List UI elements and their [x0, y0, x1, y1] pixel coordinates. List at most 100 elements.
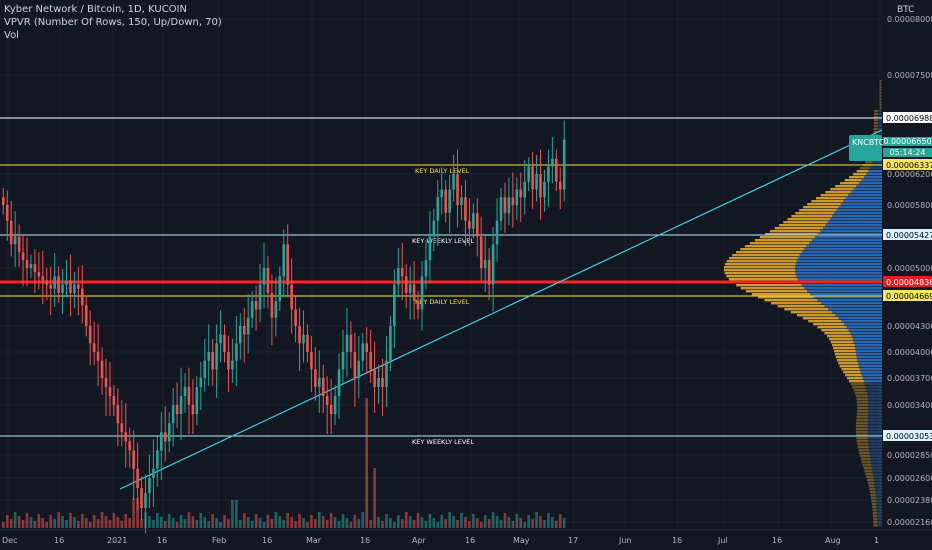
vp-bar-down: [732, 254, 800, 257]
volume-bar: [53, 519, 56, 528]
vp-bar-down: [817, 326, 847, 329]
candle-body: [416, 301, 420, 310]
vp-bar-down: [879, 101, 881, 104]
vp-bar-down: [857, 446, 869, 449]
vp-bar-up: [867, 419, 882, 422]
volume-bar: [408, 516, 412, 528]
vp-bar-down: [740, 287, 805, 290]
candle-body: [397, 268, 400, 285]
vp-bar-up: [832, 215, 882, 218]
volume-bar: [515, 514, 519, 528]
vp-bar-down: [835, 185, 857, 188]
vp-bar-up: [861, 374, 882, 377]
volume-bar: [424, 521, 428, 528]
vp-bar-up: [795, 266, 882, 269]
candle-body: [329, 405, 333, 415]
vp-bar-down: [765, 233, 818, 236]
vp-bar-down: [854, 392, 868, 395]
candle-body: [523, 181, 526, 198]
candle-body: [503, 197, 507, 213]
candle-body: [195, 387, 199, 415]
volume-bar: [235, 500, 238, 528]
vp-bar-up: [877, 122, 882, 125]
vp-bar-down: [873, 521, 878, 524]
vp-bar-up: [867, 437, 882, 440]
candle-body: [223, 334, 226, 352]
vp-bar-down: [879, 104, 881, 107]
volume-bar: [120, 521, 124, 528]
candle-body: [37, 272, 41, 277]
vp-bar-up: [850, 191, 882, 194]
volume-bar: [432, 518, 436, 528]
vp-bar-down: [829, 338, 853, 341]
vp-bar-down: [802, 317, 839, 320]
vp-bar-down: [803, 206, 839, 209]
candle-body: [258, 284, 262, 310]
volume-bar: [223, 515, 226, 528]
x-tick-label: 16: [157, 536, 167, 545]
vp-bar-down: [879, 80, 881, 83]
vp-bar-up: [824, 305, 882, 308]
vpvr-legend: VPVR (Number Of Rows, 150, Up/Down, 70): [4, 17, 222, 28]
candle-body: [49, 284, 52, 289]
volume-bar: [156, 513, 159, 528]
x-tick-label: Mar: [306, 536, 322, 545]
volume-bar: [231, 500, 234, 528]
volume-bar: [479, 522, 483, 528]
volume-bar: [45, 522, 49, 528]
volume-bar: [215, 518, 218, 528]
volume-bar: [428, 514, 432, 528]
price-tag-label: 0.00005427: [886, 231, 932, 240]
candle-body: [128, 441, 131, 451]
vp-bar-down: [873, 110, 878, 113]
vp-bar-up: [817, 299, 882, 302]
candle-body: [108, 387, 112, 396]
candle-body: [246, 317, 250, 335]
volume-bar: [452, 516, 455, 528]
vp-bar-up: [877, 518, 882, 521]
volume-bar: [298, 514, 301, 528]
vp-bar-down: [864, 470, 873, 473]
vp-bar-up: [853, 188, 882, 191]
key-level-label: KEY DAILY LEVEL: [415, 298, 470, 306]
vp-bar-up: [852, 338, 882, 341]
candle-body: [152, 468, 155, 478]
candle-body: [239, 326, 242, 344]
volume-bar: [195, 520, 199, 528]
vp-bar-up: [812, 239, 882, 242]
vp-bar-down: [840, 182, 859, 185]
vp-bar-down: [821, 329, 849, 332]
candle-body: [373, 369, 376, 387]
vp-bar-up: [841, 320, 882, 323]
volume-bar: [412, 520, 416, 528]
volume-bar: [116, 517, 120, 528]
x-tick-label: Dec: [2, 536, 17, 545]
vp-bar-up: [860, 371, 882, 374]
vp-bar-up: [822, 227, 882, 230]
vp-bar-down: [832, 344, 855, 347]
volume-bar: [187, 512, 191, 528]
candle-body: [116, 405, 120, 424]
volume-bar: [369, 520, 372, 528]
vp-bar-up: [880, 80, 882, 83]
vp-bar-up: [838, 317, 882, 320]
vp-bar-up: [880, 98, 882, 101]
vp-bar-up: [855, 350, 882, 353]
candle-body: [45, 280, 49, 285]
vp-bar-up: [864, 383, 882, 386]
vp-bar-up: [868, 407, 882, 410]
vp-bar-down: [790, 311, 832, 314]
y-tick-label: 0.00003400: [887, 401, 932, 410]
vp-bar-down: [833, 350, 856, 353]
candle-body: [171, 405, 175, 424]
candle-body: [302, 334, 305, 344]
candle-body: [191, 405, 195, 415]
last-price-tag: 0.00006650: [883, 137, 932, 146]
vp-bar-down: [879, 89, 881, 92]
vp-bar-down: [764, 299, 818, 302]
vp-bar-down: [724, 263, 796, 266]
candle-body: [262, 268, 266, 285]
vp-bar-down: [724, 272, 796, 275]
